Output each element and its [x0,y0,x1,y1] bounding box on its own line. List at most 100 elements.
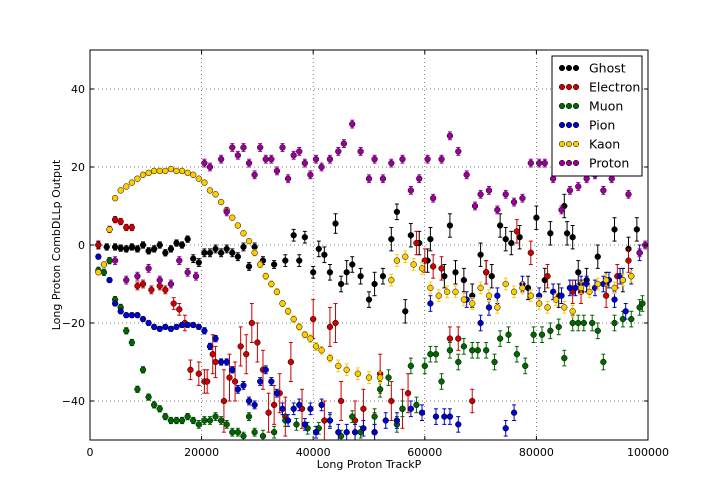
proton-point [485,186,493,195]
kaon-point [262,272,269,280]
muon-point [162,412,169,421]
kaon-point [95,269,102,276]
legend-marker [558,140,566,148]
ghost-point [223,244,230,254]
pion-point [502,420,509,437]
muon-point [589,314,596,332]
pion-point [234,384,242,394]
kaon-marker [402,253,409,260]
kaon-marker [494,304,501,311]
legend-item-electron: Electron [558,80,640,95]
ghost-point [162,249,169,257]
pion-point [622,303,629,320]
ghost-marker [270,261,278,268]
proton-point [502,189,509,199]
electron-marker [134,282,141,290]
proton-point [340,139,348,148]
ghost-marker [575,269,582,276]
proton-point [407,186,415,195]
pion-point [111,300,119,307]
ghost-marker [508,239,515,247]
pion-marker [312,429,320,436]
legend-marker [565,102,573,110]
pion-marker [418,409,426,416]
legend-label: Electron [589,80,640,95]
pion-marker [106,276,113,284]
electron-point [326,306,334,347]
electron-point [527,240,534,265]
electron-point [212,345,219,379]
kaon-point [377,371,384,384]
muon-marker [505,331,512,338]
proton-point [519,193,526,203]
proton-marker [541,159,548,167]
pion-marker [167,325,175,333]
muon-point [151,401,158,409]
kaon-point [206,187,214,194]
pion-point [572,279,579,297]
muon-point [270,425,278,439]
kaon-marker [536,300,543,307]
muon-point [639,295,646,312]
kaon-point [201,179,208,186]
proton-marker [326,156,334,163]
ghost-point [178,241,186,249]
muon-point [134,385,141,393]
kaon-point [326,353,334,363]
electron-marker [95,241,102,249]
proton-point [307,170,314,180]
proton-point [424,154,431,164]
axis-ticks: 0 20000 40000 60000 80000 100000 −40 −20 0 20 40 [62,50,669,459]
series-kaon [95,165,635,384]
kaon-marker [312,343,320,350]
proton-marker [502,191,509,198]
x-axis-label: Long Proton TrackP [317,458,422,471]
legend-marker [558,83,566,91]
muon-point [201,416,208,425]
ghost-marker [488,273,495,280]
proton-point [296,147,303,156]
kaon-point [418,262,426,275]
ghost-marker [139,241,147,249]
pion-marker [432,413,440,420]
pion-marker [307,405,314,412]
proton-marker [217,156,225,163]
ghost-point [103,243,110,251]
muon-point [234,427,242,437]
muon-point [594,322,601,340]
muon-marker [134,386,141,393]
kaon-point [184,169,191,177]
kaon-marker [628,273,635,280]
muon-point [385,369,392,386]
proton-point [223,207,230,217]
pion-marker [441,413,448,420]
pion-marker [95,253,102,260]
kaon-marker [184,169,191,177]
muon-marker [522,362,529,370]
kaon-point [290,315,297,323]
muon-point [195,420,202,429]
proton-point [416,174,423,184]
kaon-point [245,237,253,245]
kaon-point [569,304,576,318]
proton-marker [245,159,253,167]
proton-marker [206,163,214,171]
pion-point [284,414,292,427]
electron-point [625,248,632,273]
pion-point [611,291,618,308]
proton-marker [416,175,423,182]
muon-point [460,338,468,355]
muon-marker [474,347,481,354]
muon-marker [491,358,498,366]
ghost-marker [343,269,350,276]
proton-point [251,170,258,180]
muon-point [555,318,562,336]
muon-point [229,427,236,437]
kaon-marker [552,296,560,303]
kaon-point [162,167,169,175]
pion-point [257,377,264,386]
kaon-marker [410,261,417,268]
kaon-marker [240,230,247,237]
muon-marker [580,319,587,327]
proton-marker [463,171,470,178]
